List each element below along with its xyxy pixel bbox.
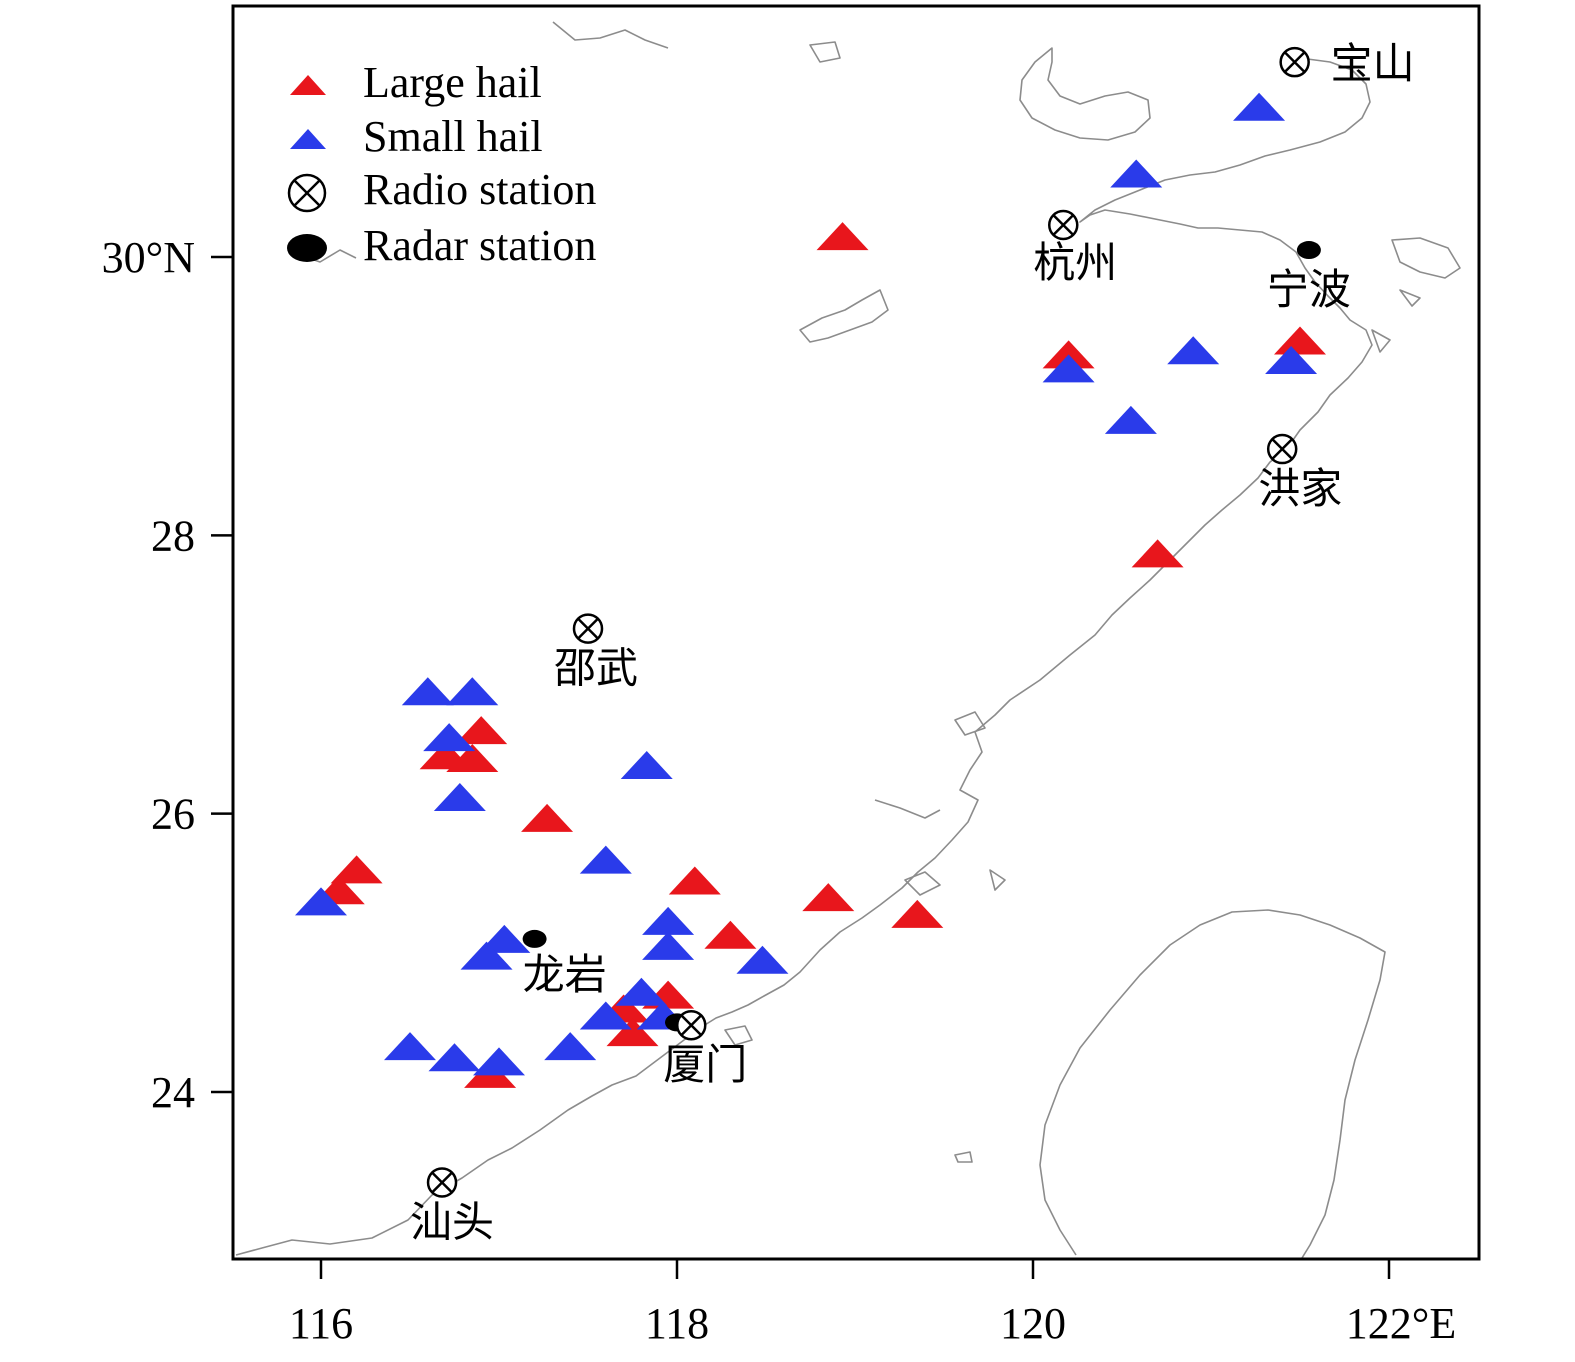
small-hail-marker [642, 931, 695, 960]
station-label: 汕头 [410, 1197, 494, 1246]
small-hail-marker [401, 677, 454, 706]
large-hail-markers [312, 222, 1326, 1088]
station-label: 龙岩 [523, 950, 607, 999]
legend-radio-station-label: Radio station [363, 165, 596, 214]
small-hail-marker [473, 1047, 525, 1076]
y-tick-label: 24 [151, 1068, 195, 1117]
small-hail-marker [295, 887, 347, 916]
small-hail-marker [1167, 336, 1220, 365]
small-hail-markers [295, 92, 1318, 1076]
station-label: 邵武 [554, 644, 638, 693]
y-tick-label: 26 [151, 790, 195, 839]
large-hail-marker [802, 883, 855, 912]
large-hail-marker [455, 716, 508, 745]
radio-station-marker [675, 1009, 707, 1041]
radio-station-marker [572, 613, 604, 644]
small-hail-marker [384, 1032, 436, 1061]
legend-large-hail-marker [290, 75, 326, 95]
station-label: 宝山 [1331, 39, 1415, 88]
y-axis: 24 26 28 30°N [102, 233, 233, 1117]
small-hail-marker [544, 1032, 597, 1061]
large-hail-marker [1131, 539, 1184, 568]
x-axis: 116 118 120 122°E [289, 1259, 1456, 1348]
small-hail-marker [620, 750, 673, 779]
large-hail-marker [330, 855, 383, 884]
x-tick-label: 120 [1000, 1299, 1066, 1348]
station-label: 洪家 [1258, 464, 1342, 513]
small-hail-marker [428, 1043, 481, 1072]
large-hail-marker [446, 744, 499, 772]
coastline-shanghai-peninsula [1019, 47, 1151, 141]
coastline-islets-fujian [724, 711, 1006, 1163]
y-tick-label: 28 [151, 511, 195, 560]
small-hail-marker [579, 845, 632, 874]
coastlines [235, 21, 1461, 1259]
radio-station-marker [1048, 209, 1079, 241]
station-label: 厦门 [663, 1040, 747, 1089]
large-hail-marker [816, 222, 869, 251]
x-tick-label: 116 [289, 1299, 353, 1348]
legend-radar-station-marker [287, 234, 327, 262]
coastline-qiandao-lake [799, 289, 889, 343]
station-label: 宁波 [1267, 265, 1351, 314]
large-hail-marker [891, 899, 944, 928]
small-hail-marker [460, 941, 513, 970]
large-hail-marker [521, 803, 574, 832]
small-hail-marker [1265, 345, 1318, 374]
large-hail-marker [1274, 326, 1326, 355]
small-hail-marker [642, 906, 695, 935]
small-hail-marker [1110, 159, 1163, 188]
small-hail-marker [1042, 354, 1095, 383]
legend-radio-station-marker [287, 173, 327, 213]
radar-station-marker [1296, 241, 1321, 260]
legend-small-hail-label: Small hail [363, 112, 543, 161]
large-hail-marker [704, 920, 757, 949]
large-hail-marker [606, 1018, 659, 1047]
coastline-taiwan [1039, 909, 1386, 1259]
small-hail-marker [579, 1001, 632, 1030]
small-hail-marker [478, 924, 531, 953]
x-tick-label: 122°E [1346, 1299, 1456, 1348]
small-hail-marker [1104, 405, 1157, 434]
radio-station-marker [1266, 433, 1298, 465]
coastline-zhoushan-islands [1371, 237, 1461, 353]
coastline-mainland [235, 57, 1373, 1256]
small-hail-marker [446, 677, 499, 706]
radar-station-marker [522, 929, 547, 948]
legend: Large hail Small hail Radio station Rada… [287, 58, 596, 270]
small-hail-marker [736, 945, 789, 974]
legend-small-hail-marker [290, 129, 326, 149]
legend-large-hail-label: Large hail [363, 58, 542, 107]
station-label: 杭州 [1033, 238, 1117, 287]
radio-station-markers [426, 46, 1310, 1198]
large-hail-marker [668, 866, 721, 895]
small-hail-marker [423, 723, 476, 752]
small-hail-marker [615, 977, 668, 1006]
radar-station-markers [522, 241, 1321, 1032]
small-hail-marker [433, 782, 486, 811]
small-hail-marker [1233, 92, 1286, 121]
plot-frame [231, 4, 1481, 1261]
radio-station-marker [1279, 46, 1310, 78]
y-tick-label: 30°N [102, 233, 195, 282]
legend-radar-station-label: Radar station [363, 221, 596, 270]
radio-station-marker [426, 1167, 458, 1198]
x-tick-label: 118 [645, 1299, 709, 1348]
